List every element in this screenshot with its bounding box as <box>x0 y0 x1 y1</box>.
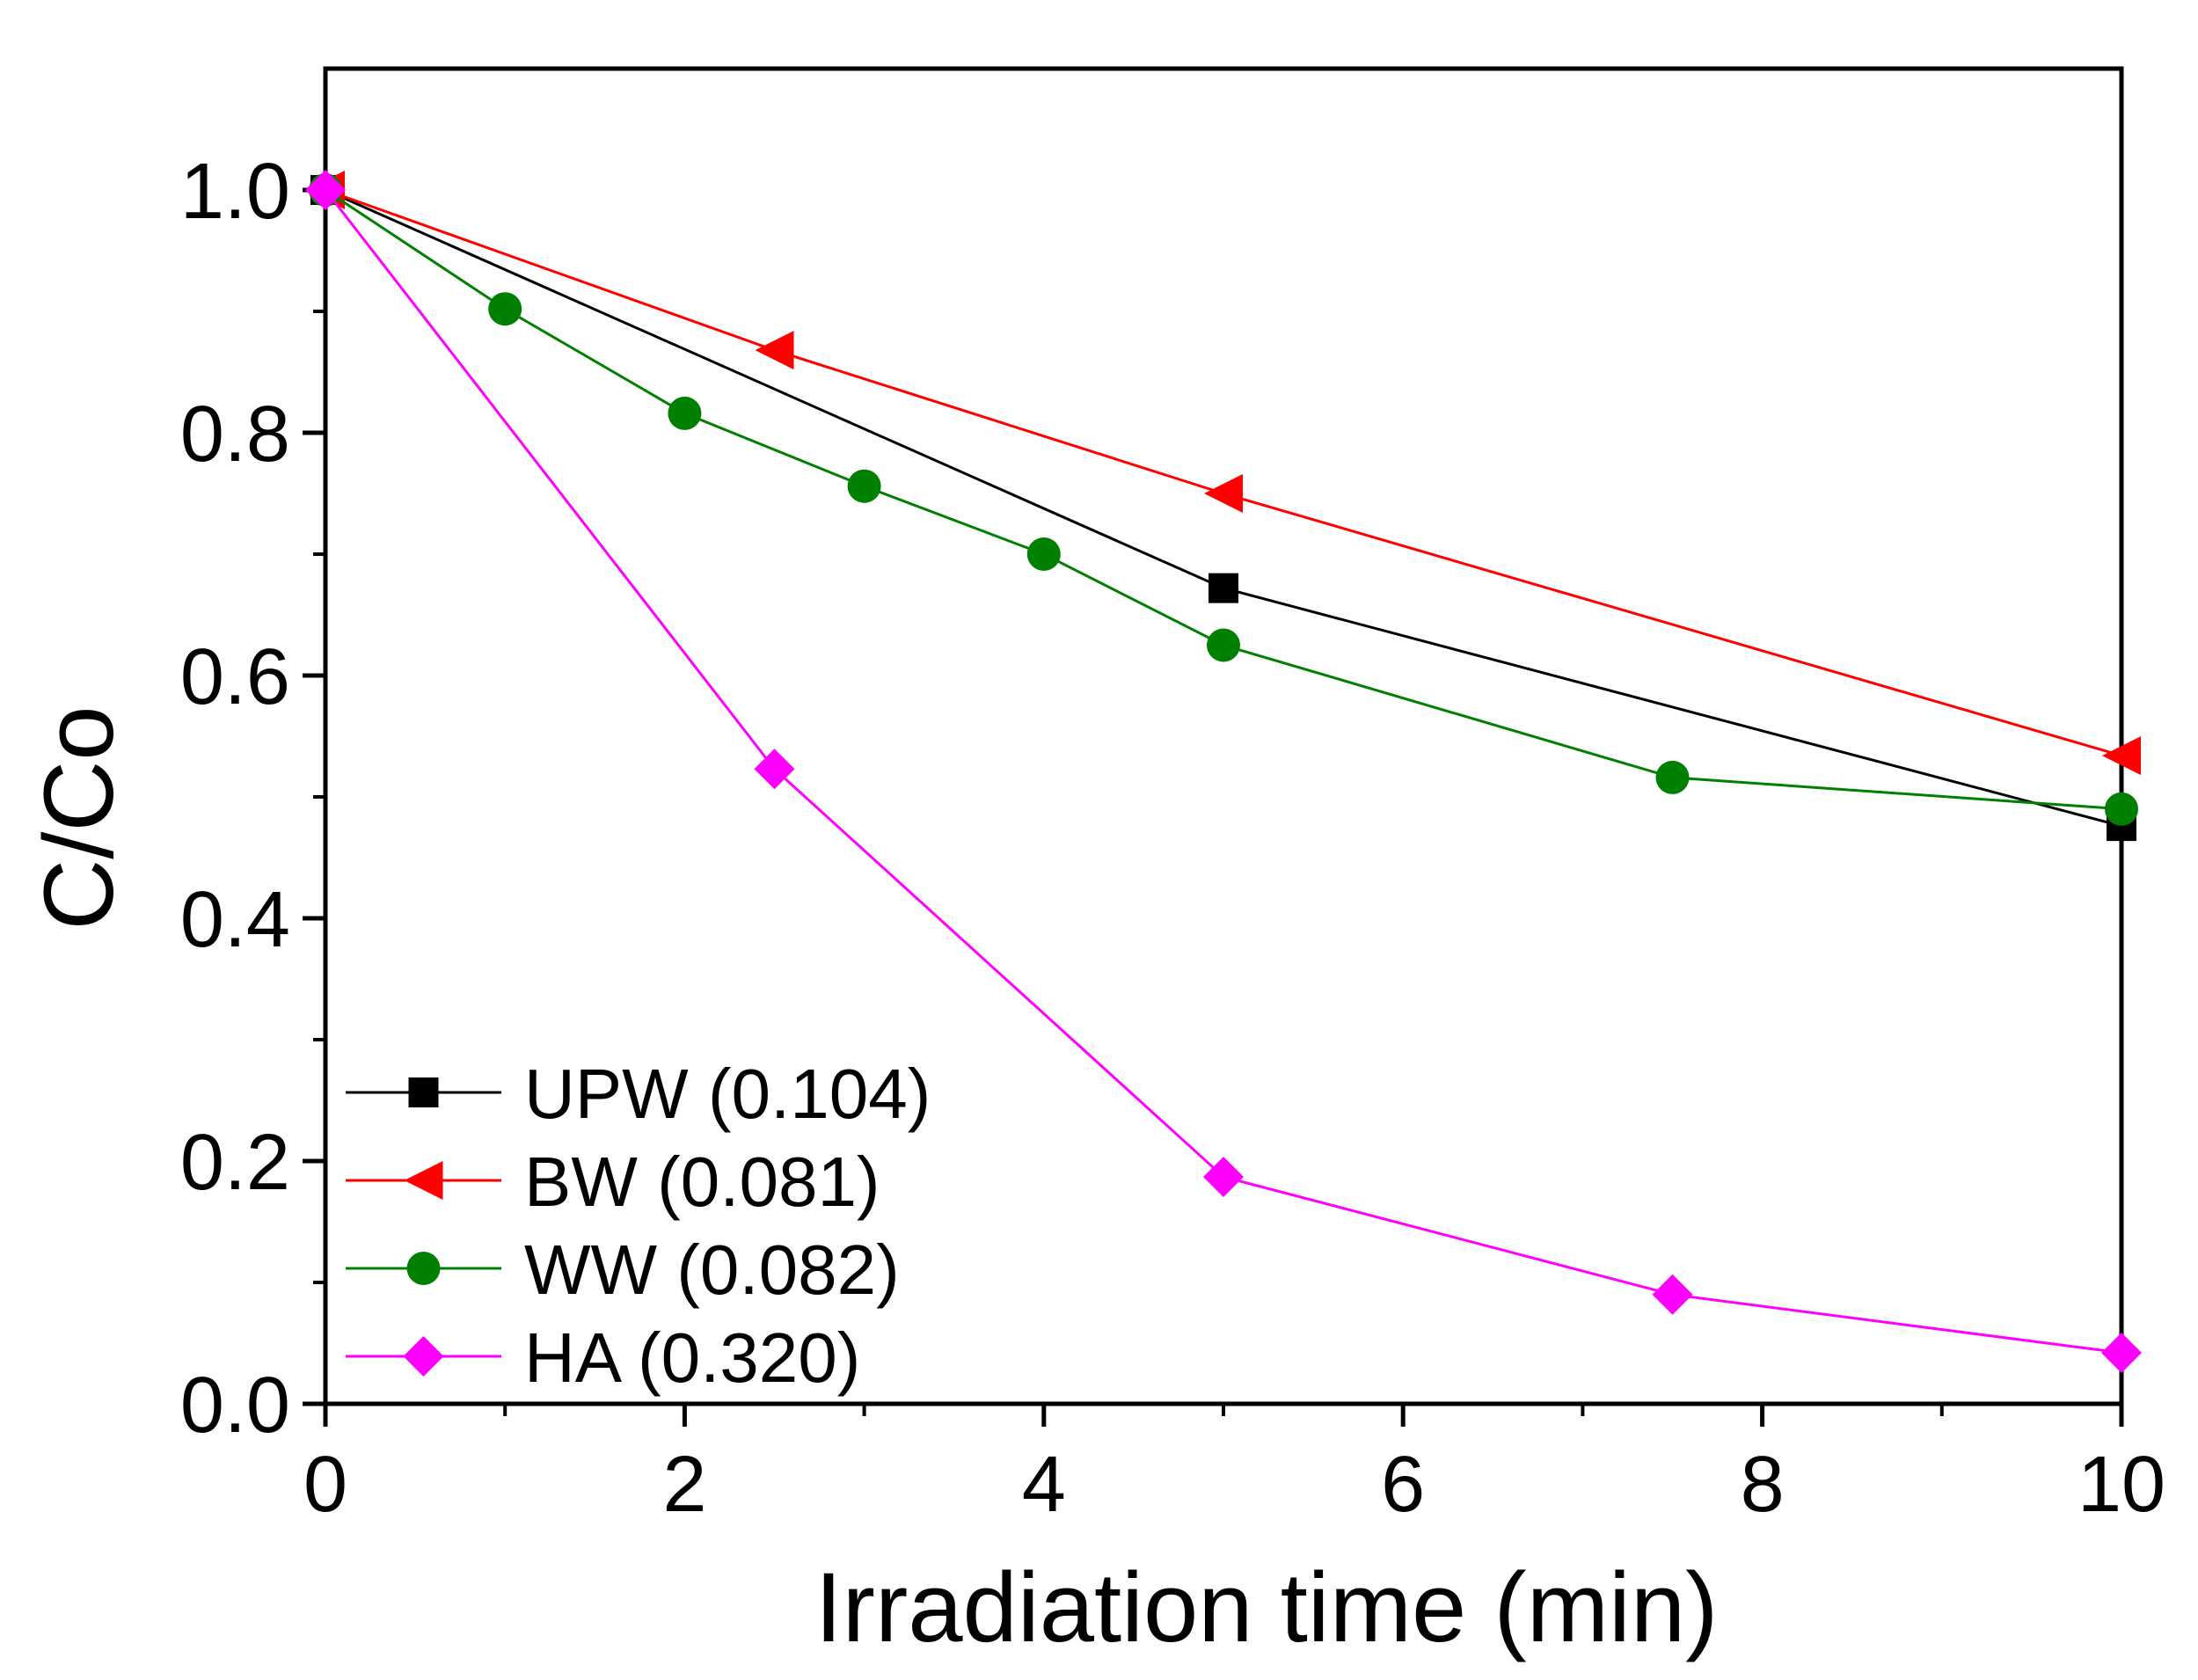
series-line <box>325 188 2122 811</box>
axes: 0 2 4 6 8 10 0.0 0.2 0.4 0.6 0.8 1.0 <box>180 66 2165 1529</box>
data-point <box>1655 760 1690 794</box>
data-point <box>668 396 702 430</box>
series-0 <box>310 175 2136 842</box>
legend-marker <box>403 1336 444 1377</box>
legend-label: WW (0.082) <box>524 1231 900 1309</box>
data-point <box>1209 573 1238 603</box>
legend-marker <box>404 1161 443 1200</box>
data-point <box>1026 537 1061 571</box>
data-point <box>754 749 795 790</box>
y-tick-label: 1.0 <box>180 148 290 236</box>
series-3 <box>305 170 2142 1374</box>
legend-label: BW (0.081) <box>524 1143 880 1221</box>
data-point <box>1207 628 1240 662</box>
data-point <box>1203 1156 1244 1197</box>
series-1 <box>306 171 2141 776</box>
legend-item: HA (0.320) <box>346 1318 860 1397</box>
y-tick-label: 0.4 <box>180 876 290 964</box>
x-tick-label: 8 <box>1741 1441 1785 1529</box>
legend-item: BW (0.081) <box>346 1143 880 1221</box>
x-tick-label: 4 <box>1022 1441 1066 1529</box>
legend-marker <box>408 1077 439 1107</box>
legend-label: UPW (0.104) <box>524 1055 931 1133</box>
series-layer <box>305 170 2142 1374</box>
data-point <box>847 469 881 503</box>
legend: UPW (0.104) BW (0.081) WW (0.082) HA (0.320… <box>346 1055 931 1397</box>
legend-item: WW (0.082) <box>346 1231 900 1309</box>
y-tick-label: 0.6 <box>180 633 290 721</box>
y-tick-label: 0.8 <box>180 391 290 478</box>
x-tick-label: 2 <box>662 1441 706 1529</box>
legend-marker <box>406 1252 441 1285</box>
x-tick-label: 10 <box>2078 1441 2165 1529</box>
data-point <box>2101 1333 2142 1374</box>
y-tick-label: 0.0 <box>180 1362 290 1450</box>
data-point <box>1652 1274 1693 1315</box>
data-point <box>488 292 522 326</box>
x-axis-title: Irradiation time (min) <box>815 1552 1719 1662</box>
data-point <box>1204 474 1243 513</box>
legend-label: HA (0.320) <box>524 1318 860 1397</box>
data-point <box>305 170 346 210</box>
data-point <box>755 331 794 370</box>
x-tick-label: 0 <box>303 1441 347 1529</box>
data-point <box>2102 736 2141 776</box>
legend-item: UPW (0.104) <box>346 1055 931 1133</box>
y-tick-label: 0.2 <box>180 1119 290 1207</box>
y-axis-title: C/Co <box>24 705 134 930</box>
data-point <box>2105 792 2138 826</box>
x-tick-label: 6 <box>1381 1441 1425 1529</box>
series-line <box>325 188 2122 757</box>
